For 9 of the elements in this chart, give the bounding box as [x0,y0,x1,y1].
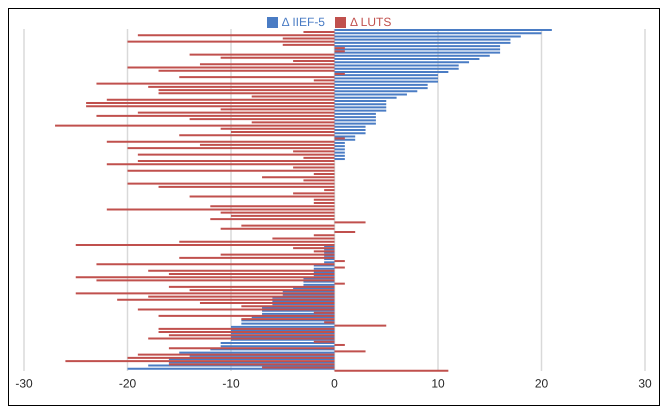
x-tick-label: -10 [222,376,240,391]
x-tick-label: 0 [331,376,338,391]
x-tick-label: -20 [118,376,136,391]
x-tick-label: 30 [638,376,652,391]
x-tick-label: 20 [534,376,548,391]
legend-label: Δ LUTS [350,15,392,29]
x-tick-label: 10 [431,376,445,391]
x-tick-label: -30 [15,376,33,391]
legend-label: Δ IIEF-5 [282,15,325,29]
